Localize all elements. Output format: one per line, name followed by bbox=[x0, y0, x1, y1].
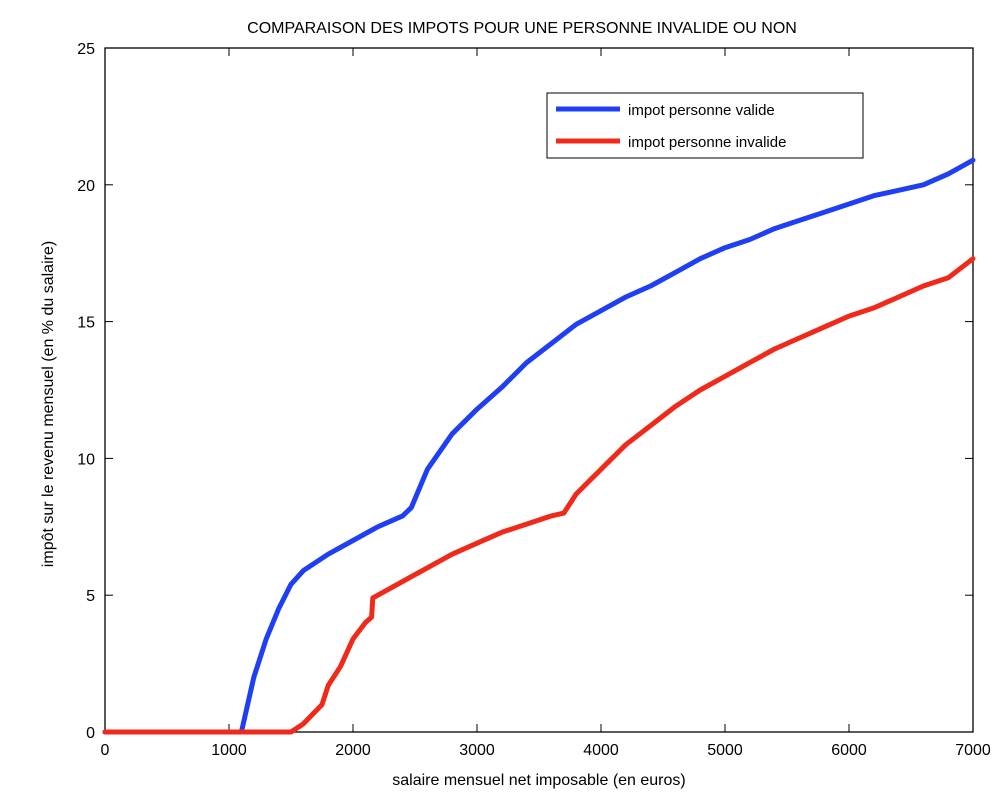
x-tick-label: 6000 bbox=[831, 742, 867, 759]
y-tick-label: 5 bbox=[86, 588, 95, 605]
x-tick-label: 5000 bbox=[707, 742, 743, 759]
plot-lines bbox=[102, 157, 976, 735]
x-tick-label: 0 bbox=[101, 742, 110, 759]
axis-ticks: 0 1000 2000 3000 4000 5000 6000 7000 0 5 10 15 20 25 bbox=[77, 41, 991, 759]
y-axis-label: impôt sur le revenu mensuel (en % du sal… bbox=[40, 241, 57, 567]
x-axis-label: salaire mensuel net imposable (en euros) bbox=[392, 772, 685, 789]
series-line-invalide bbox=[102, 256, 976, 735]
x-tick-label: 4000 bbox=[583, 742, 619, 759]
x-tick-label: 1000 bbox=[211, 742, 247, 759]
x-tick-label: 2000 bbox=[335, 742, 371, 759]
y-tick-label: 10 bbox=[77, 451, 95, 468]
series-line-valide bbox=[102, 157, 976, 735]
legend-label-invalide: impot personne invalide bbox=[628, 134, 786, 151]
plot-area bbox=[104, 47, 974, 733]
x-tick-label: 3000 bbox=[459, 742, 495, 759]
legend-label-valide: impot personne valide bbox=[628, 102, 775, 119]
y-tick-label: 20 bbox=[77, 178, 95, 195]
y-tick-label: 25 bbox=[77, 41, 95, 58]
x-tick-label: 7000 bbox=[955, 742, 991, 759]
chart-title: COMPARAISON DES IMPOTS POUR UNE PERSONNE… bbox=[247, 20, 797, 37]
legend: impot personne valide impot personne inv… bbox=[546, 92, 864, 159]
legend-box bbox=[546, 92, 864, 159]
y-tick-label: 15 bbox=[77, 315, 95, 332]
y-tick-label: 0 bbox=[86, 725, 95, 742]
